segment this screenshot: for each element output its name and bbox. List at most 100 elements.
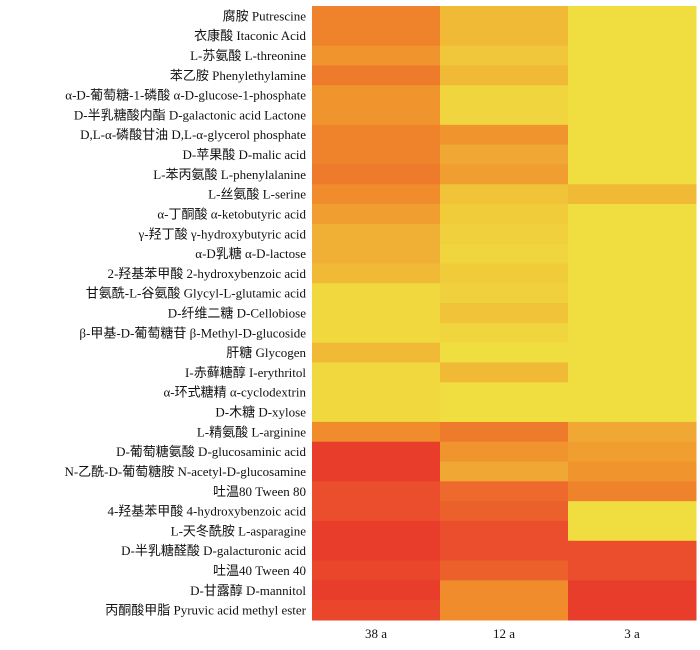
heatmap-cell (568, 441, 697, 463)
row-label: L-天冬酰胺 L-asparagine (171, 523, 307, 538)
heatmap-cell (440, 303, 569, 324)
row-label: 丙酮酸甲脂 Pyruvic acid methyl ester (105, 603, 306, 618)
heatmap-cell (312, 223, 441, 245)
heatmap-cell (440, 45, 569, 66)
row-label: D,L-α-磷酸甘油 D,L-α-glycerol phosphate (80, 127, 306, 142)
heatmap-cell (312, 540, 441, 562)
heatmap-cell (440, 481, 569, 502)
heatmap-cell (440, 243, 569, 264)
heatmap-cell (440, 540, 569, 562)
heatmap-cell (440, 105, 569, 126)
heatmap-cell (440, 461, 569, 482)
heatmap-cell (312, 65, 441, 86)
heatmap-cell (568, 263, 697, 284)
row-label: D-纤维二糖 D-Cellobiose (168, 306, 307, 321)
row-label: 甘氨酰-L-谷氨酸 Glycyl-L-glutamic acid (86, 286, 307, 301)
heatmap-cell (312, 501, 441, 522)
row-label: α-D-葡萄糖-1-磷酸 α-D-glucose-1-phosphate (65, 88, 306, 103)
row-label: L-苏氨酸 L-threonine (190, 48, 306, 63)
heatmap-cell (312, 461, 441, 482)
heatmap-cell (568, 322, 697, 344)
heatmap-cell (568, 6, 697, 27)
row-label: 腐胺 Putrescine (223, 8, 307, 23)
heatmap-cell (312, 441, 441, 463)
row-label: 吐温40 Tween 40 (213, 563, 306, 578)
heatmap-cell (568, 144, 697, 165)
heatmap-cell (312, 243, 441, 264)
heatmap-cell (440, 283, 569, 304)
row-label: L-精氨酸 L-arginine (197, 424, 306, 439)
row-label: D-半乳糖醛酸 D-galacturonic acid (121, 543, 306, 558)
heatmap-cell (312, 303, 441, 324)
row-label: α-丁酮酸 α-ketobutyric acid (157, 206, 306, 221)
heatmap-cell (568, 421, 697, 443)
row-label: I-赤藓糖醇 I-erythritol (185, 365, 306, 380)
heatmap-cell (568, 124, 697, 146)
heatmap-cell (440, 441, 569, 463)
heatmap-cell (440, 520, 569, 542)
heatmap-cell (440, 184, 569, 205)
row-label: 吐温80 Tween 80 (213, 484, 306, 499)
heatmap-cell (568, 481, 697, 502)
heatmap-cell (312, 124, 441, 146)
heatmap-cell (440, 124, 569, 146)
row-label: D-甘露醇 D-mannitol (190, 583, 306, 598)
column-label: 12 a (493, 626, 515, 641)
heatmap-cell (312, 421, 441, 443)
row-label: β-甲基-D-葡萄糖苷 β-Methyl-D-glucoside (79, 325, 306, 340)
row-label: γ-羟丁酸 γ-hydroxybutyric acid (138, 226, 307, 241)
heatmap-cell (568, 303, 697, 324)
row-label: L-苯丙氨酸 L-phenylalanine (153, 167, 306, 182)
heatmap-cell (312, 560, 441, 581)
heatmap-cell (312, 105, 441, 126)
row-label: L-丝氨酸 L-serine (208, 187, 306, 202)
heatmap-cell (568, 461, 697, 482)
heatmap-cell (312, 580, 441, 601)
heatmap-cell (312, 322, 441, 344)
column-label: 3 a (624, 626, 640, 641)
heatmap-cell (312, 283, 441, 304)
heatmap-cell (440, 25, 569, 47)
heatmap-cell (568, 243, 697, 264)
row-labels: 腐胺 Putrescine 衣康酸 Itaconic Acid L-苏氨酸 L-th… (64, 8, 306, 617)
heatmap-cell (568, 184, 697, 205)
row-label: 肝糖 Glycogen (226, 345, 306, 360)
heatmap-cell (568, 85, 697, 106)
heatmap-cell (568, 501, 697, 522)
heatmap-cell (440, 263, 569, 284)
heatmap-cell (312, 204, 441, 225)
heatmap-cell (312, 402, 441, 423)
heatmap-cell (440, 362, 569, 383)
heatmap-cell (440, 85, 569, 106)
heatmap-cell (568, 362, 697, 383)
row-label: D-木糖 D-xylose (215, 405, 306, 420)
row-label: D-半乳糖酸内酯 D-galactonic acid Lactone (74, 107, 306, 122)
heatmap-cells (312, 6, 697, 621)
heatmap-cell (440, 600, 569, 621)
heatmap-cell (440, 421, 569, 443)
heatmap-cell (568, 204, 697, 225)
heatmap-cell (440, 501, 569, 522)
heatmap-cell (568, 342, 697, 364)
heatmap-cell (440, 204, 569, 225)
heatmap-cell (440, 164, 569, 185)
heatmap-cell (440, 560, 569, 581)
heatmap-cell (440, 402, 569, 423)
heatmap-cell (312, 164, 441, 185)
row-label: α-环式糖精 α-cyclodextrin (163, 385, 306, 400)
heatmap-cell (312, 481, 441, 502)
row-label: α-D乳糖 α-D-lactose (195, 246, 306, 261)
heatmap-cell (568, 600, 697, 621)
heatmap-cell (568, 560, 697, 581)
heatmap-cell (568, 223, 697, 245)
heatmap-cell (440, 580, 569, 601)
heatmap-cell (568, 25, 697, 47)
heatmap-cell (440, 322, 569, 344)
column-labels: 38 a 12 a 3 a (365, 626, 640, 641)
heatmap-cell (312, 600, 441, 621)
row-label: D-苹果酸 D-malic acid (183, 147, 307, 162)
row-label: 2-羟基苯甲酸 2-hydroxybenzoic acid (107, 266, 306, 281)
heatmap-cell (568, 283, 697, 304)
heatmap-cell (440, 144, 569, 165)
